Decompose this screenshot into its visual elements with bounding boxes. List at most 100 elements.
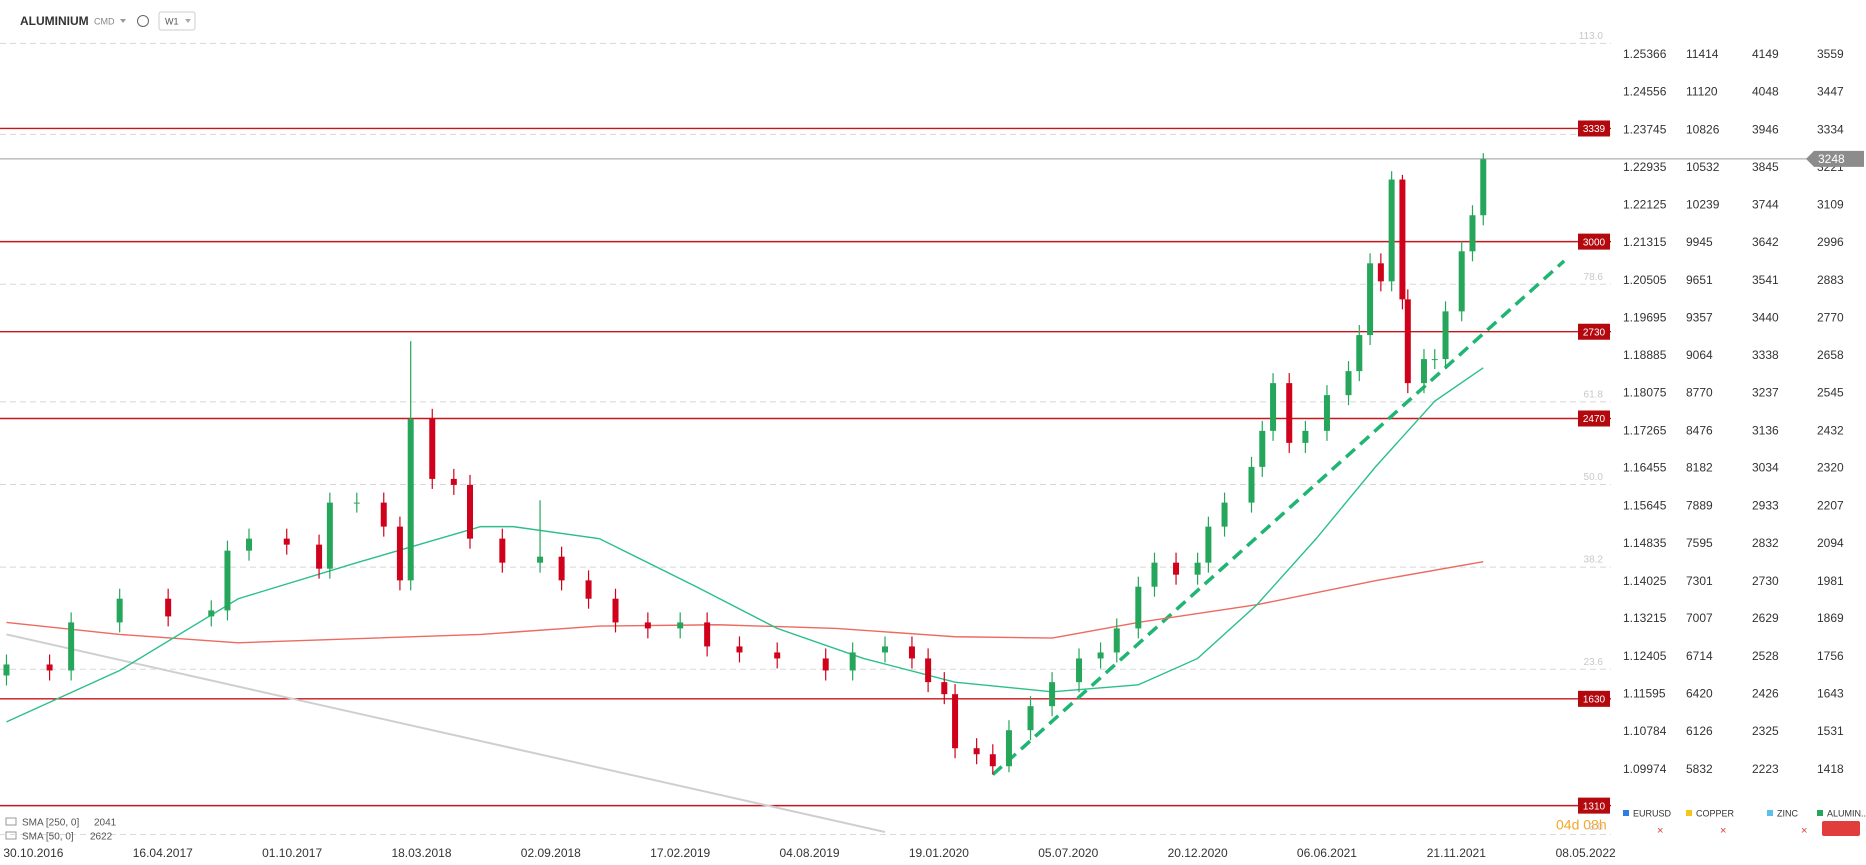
symbol[interactable]: ALUMINIUM	[20, 14, 89, 28]
axis-tick-label: 5832	[1686, 762, 1713, 776]
last-price-label: 3248	[1818, 152, 1845, 166]
candle-body	[1469, 215, 1476, 252]
sma-legend-value: 2041	[94, 818, 117, 829]
candle-body	[1135, 586, 1142, 629]
candle-body	[822, 658, 829, 671]
axis-tick-label: 1.20505	[1623, 273, 1667, 287]
axis-tick-label: 1.18885	[1623, 348, 1667, 362]
axis-tick-label: 3440	[1752, 311, 1779, 325]
level-badge	[1578, 690, 1610, 707]
x-tick-label: 04.08.2019	[780, 846, 840, 860]
axis-tick-label: 1.15645	[1623, 498, 1667, 512]
candle-body	[116, 598, 123, 623]
own-button[interactable]	[1822, 821, 1860, 836]
interval-box[interactable]	[158, 11, 196, 31]
axis-tick-label: 7007	[1686, 611, 1713, 625]
axis-tick-label: 3237	[1752, 386, 1779, 400]
axis-tick-label: 7301	[1686, 574, 1713, 588]
fib-label: 113.0	[1579, 31, 1604, 42]
axis-tick-label: 2426	[1752, 687, 1779, 701]
axis-tick-label: 2730	[1752, 574, 1779, 588]
axis-tick-label: 11120	[1686, 85, 1718, 99]
axis-tick-label: 9357	[1686, 311, 1713, 325]
candle-body	[1173, 562, 1180, 575]
axis-tick-label: 2832	[1752, 536, 1779, 550]
candle-body	[429, 418, 436, 479]
axis-tick-label: 3136	[1752, 423, 1779, 437]
candle-body	[1420, 359, 1427, 384]
axis-tick-label: 6126	[1686, 724, 1713, 738]
trendline	[6, 633, 886, 833]
sma-line	[6, 367, 1484, 723]
candle-body	[585, 580, 592, 599]
x-tick-label: 18.03.2018	[391, 846, 451, 860]
y-tick-label: 3109	[1817, 197, 1844, 211]
level-label: 3000	[1583, 237, 1606, 248]
y-tick-label: 2658	[1817, 348, 1844, 362]
legend-name[interactable]: EURUSD	[1633, 808, 1672, 818]
axis-tick-label: 3338	[1752, 348, 1779, 362]
fib-label: 23.6	[1584, 657, 1604, 668]
x-tick-label: 30.10.2016	[3, 846, 63, 860]
x-tick-label: 05.07.2020	[1038, 846, 1098, 860]
sma-legend-name: SMA [50, 0]	[22, 832, 74, 843]
legend-name[interactable]: COPPER	[1696, 808, 1735, 818]
y-tick-label: 2094	[1817, 536, 1844, 550]
axis-tick-label: 8476	[1686, 423, 1713, 437]
legend-remove: ×	[1657, 825, 1663, 837]
candle-body	[1151, 562, 1158, 587]
axis-tick-label: 1.13215	[1623, 611, 1667, 625]
axis-tick-label: 1.17265	[1623, 423, 1667, 437]
y-tick-label: 1531	[1817, 724, 1844, 738]
candle-body	[1302, 430, 1309, 443]
legend-remove: ×	[1720, 825, 1726, 837]
candle-body	[973, 748, 980, 755]
candle-body	[396, 526, 403, 581]
y-tick-label: 2883	[1817, 273, 1844, 287]
axis-tick-label: 11414	[1686, 47, 1719, 61]
candle-body	[165, 598, 172, 617]
axis-tick-label: 9651	[1686, 273, 1713, 287]
axis-tick-label: 1.12405	[1623, 649, 1667, 663]
axis-tick-label: 3744	[1752, 197, 1779, 211]
axis-tick-label: 3845	[1752, 160, 1779, 174]
candle-body	[380, 502, 387, 527]
level-badge	[1578, 323, 1610, 340]
info-icon[interactable]	[137, 15, 149, 27]
last-price-badge	[1806, 150, 1864, 167]
axis-tick-label: 7595	[1686, 536, 1713, 550]
axis-tick-label: 2933	[1752, 498, 1779, 512]
timer: 04d 08h	[1556, 817, 1607, 833]
level-label: 2730	[1583, 327, 1606, 338]
candle-body	[326, 502, 333, 569]
legend-name: ALUMIN...	[1827, 808, 1866, 818]
dropdown-arrow[interactable]	[120, 19, 126, 23]
axis-tick-label: 1.10784	[1623, 724, 1667, 738]
candle-body	[644, 622, 651, 629]
candle-body	[612, 598, 619, 623]
y-tick-label: 2207	[1817, 498, 1844, 512]
candle-body	[1113, 628, 1120, 653]
candle-body	[1194, 562, 1201, 575]
axis-tick-label: 6420	[1686, 687, 1713, 701]
interval-arrow[interactable]	[185, 19, 191, 23]
axis-tick-label: 1.23745	[1623, 122, 1667, 136]
level-badge	[1578, 233, 1610, 250]
candle-body	[499, 538, 506, 563]
axis-tick-label: 4149	[1752, 47, 1779, 61]
axis-tick-label: 1.21315	[1623, 235, 1667, 249]
candle-body	[224, 550, 231, 611]
candle-body	[46, 664, 53, 671]
axis-tick-label: 1.19695	[1623, 311, 1667, 325]
x-tick-label: 17.02.2019	[650, 846, 710, 860]
candle-body	[774, 652, 781, 659]
legend-name[interactable]: ZINC	[1777, 808, 1798, 818]
candle-body	[1248, 466, 1255, 503]
candle-body	[941, 682, 948, 695]
level-badge	[1578, 120, 1610, 137]
candle-body	[704, 622, 711, 647]
candle-body	[677, 622, 684, 629]
interval[interactable]: W1	[165, 16, 179, 26]
axis-tick-label: 3034	[1752, 461, 1779, 475]
